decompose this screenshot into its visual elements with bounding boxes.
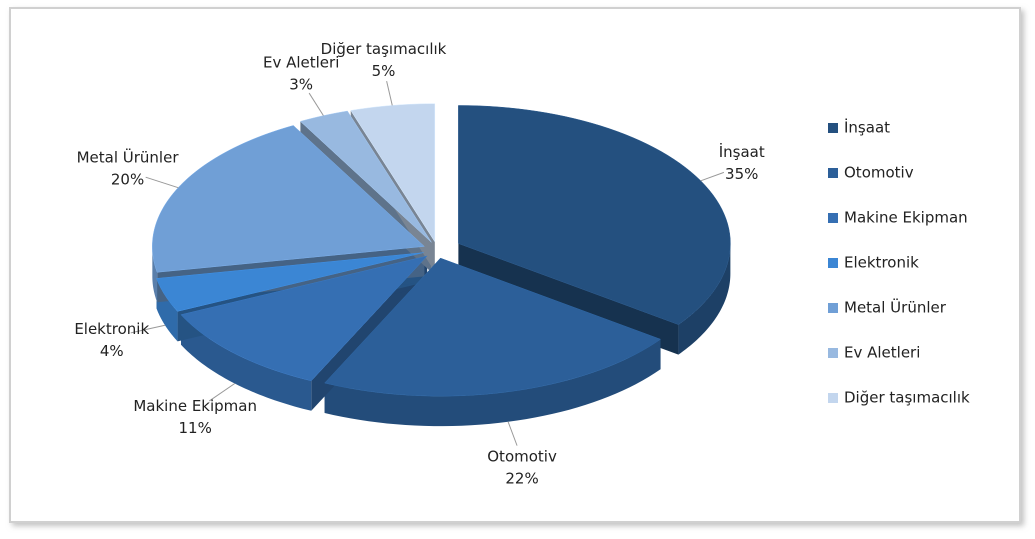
- leader-line: [700, 171, 725, 182]
- slice: [156, 252, 424, 312]
- leader-line: [308, 92, 324, 116]
- slice-rim: [180, 314, 312, 411]
- legend-swatch: [828, 123, 838, 133]
- slice-label: Makine Ekipman: [133, 397, 257, 415]
- slice-value-label: 35%: [725, 165, 758, 183]
- leader-line: [145, 176, 179, 189]
- slice-label: Metal Ürünler: [77, 147, 180, 166]
- legend-swatch: [828, 393, 838, 403]
- legend-swatch: [828, 348, 838, 358]
- leader-line: [507, 421, 518, 446]
- legend-label: Metal Ürünler: [844, 298, 947, 317]
- leader-line: [130, 324, 166, 334]
- legend-swatch: [828, 303, 838, 313]
- legend-label: İnşaat: [844, 118, 890, 137]
- slice-label: İnşaat: [719, 142, 765, 161]
- slice-value-label: 11%: [178, 419, 211, 437]
- slice-label: Ev Aletleri: [263, 53, 339, 71]
- slice-value-label: 3%: [289, 75, 313, 93]
- slice: [180, 255, 428, 382]
- leader-line: [386, 80, 393, 106]
- slice-value-label: 22%: [505, 469, 538, 487]
- slice-value-label: 20%: [111, 170, 144, 188]
- slice-label: Elektronik: [74, 320, 149, 338]
- slice: [324, 257, 662, 397]
- legend-label: Otomotiv: [844, 164, 914, 182]
- slice-value-label: 5%: [372, 62, 396, 80]
- legend-swatch: [828, 168, 838, 178]
- legend-swatch: [828, 213, 838, 223]
- legend-label: Elektronik: [844, 254, 919, 272]
- legend: İnşaat Otomotiv Makine Ekipman Elektronik Me…: [828, 118, 970, 407]
- leader-line: [209, 383, 236, 402]
- slice-labels: İnşaat 35% Otomotiv 22% Makine Ekipman 11% Ele…: [74, 40, 765, 488]
- slice-rim: [324, 339, 661, 427]
- legend-swatch: [828, 258, 838, 268]
- slice-label: Diğer taşımacılık: [321, 40, 447, 58]
- legend-label: Ev Aletleri: [844, 344, 920, 362]
- legend-label: Makine Ekipman: [844, 209, 968, 227]
- slice-tops: [152, 103, 731, 397]
- legend-label: Diğer taşımacılık: [844, 389, 970, 407]
- slice-label: Otomotiv: [487, 447, 557, 465]
- slice-rim: [678, 243, 731, 355]
- slice-value-label: 4%: [100, 342, 124, 360]
